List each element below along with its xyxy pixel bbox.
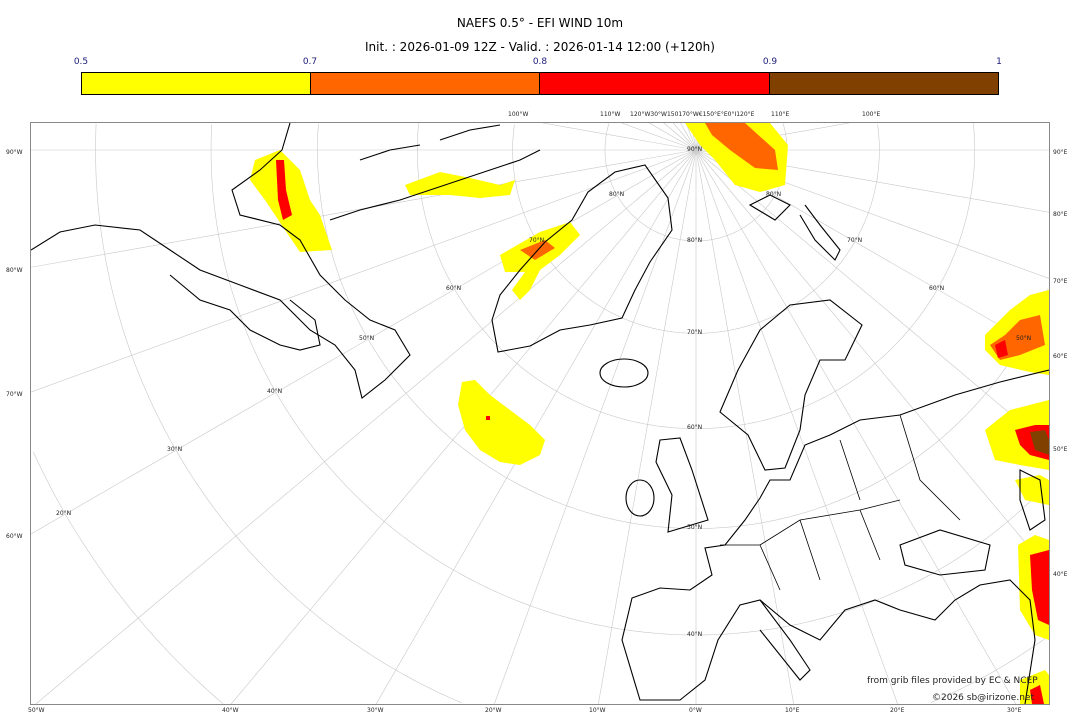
meridian-line: [685, 123, 697, 151]
map-title: NAEFS 0.5° - EFI WIND 10m: [456, 16, 624, 30]
meridian-line: [35, 149, 697, 704]
right-lon-label: 70°E: [1053, 278, 1068, 285]
graticule: [31, 123, 1049, 704]
left-lon-label: 70°W: [6, 391, 23, 398]
efi-shading: [250, 123, 1049, 704]
bottom-lon-label: 10°W: [589, 707, 606, 714]
parallel-circle: [973, 123, 976, 150]
meridian-line: [695, 149, 898, 704]
efi-area-baffin-red: [276, 160, 292, 220]
parallel-circle: [33, 451, 224, 704]
bottom-lon-label: 0°W: [689, 707, 702, 714]
efi-area-greenland: [500, 222, 580, 300]
meridian-line: [31, 149, 697, 393]
top-lon-label: 110°W: [600, 111, 621, 118]
colorbar-tick: 0.9: [762, 57, 778, 67]
parallel-circle: [210, 124, 1049, 636]
bottom-lon-label: 40°W: [222, 707, 239, 714]
coast-borders: [720, 414, 961, 591]
efi-area-caspian-brown: [1030, 430, 1049, 455]
top-lon-label: 110°E: [771, 111, 790, 118]
efi-area-ellesmere: [405, 172, 515, 198]
parallel-circle: [604, 123, 788, 242]
parallel-circle: [416, 123, 976, 430]
coast-arctic-islands: [329, 124, 541, 221]
meridian-line: [663, 123, 697, 151]
efi-area-levant-red: [1030, 550, 1049, 625]
meridian-line: [673, 123, 697, 151]
left-lon-label: 90°W: [6, 149, 23, 156]
parallel-circle: [930, 635, 1049, 703]
colorbar-tick: 0.7: [302, 57, 318, 67]
efi-area-atlantic: [458, 380, 545, 465]
meridian-line: [680, 123, 697, 151]
bottom-lon-label: 10°E: [785, 707, 800, 714]
meridian-line: [695, 149, 794, 704]
left-lon-label: 80°W: [6, 267, 23, 274]
colorbar-tick: 0.8: [532, 57, 548, 67]
coast-britain: [655, 437, 709, 533]
parallel-circle: [512, 124, 880, 334]
efi-area-pole-orange: [705, 123, 778, 170]
bottom-lon-label: 30°W: [367, 707, 384, 714]
coastlines: [31, 123, 1049, 704]
coast-novaya-zemlya: [799, 204, 841, 261]
right-lon-label: 90°E: [1053, 149, 1068, 156]
coast-europe: [621, 369, 1049, 704]
coast-iceland: [599, 358, 649, 388]
top-lon-label: 120°W30°W150170°W€150°E°E0°I120°E: [630, 111, 755, 118]
coast-ireland: [625, 479, 655, 517]
parallel-circle: [317, 123, 1049, 529]
meridian-line: [598, 149, 697, 704]
meridian-line: [695, 149, 1017, 704]
colorbar-tick: 0.5: [73, 57, 89, 67]
right-lon-label: 40°E: [1053, 571, 1068, 578]
bottom-lon-label: 50°W: [28, 707, 45, 714]
meridian-line: [375, 149, 697, 704]
meridian-line: [542, 123, 697, 151]
bottom-lon-label: 20°W: [485, 707, 502, 714]
parallel-circle: [95, 123, 462, 703]
right-lon-label: 50°E: [1053, 446, 1068, 453]
left-lon-label: 60°W: [6, 533, 23, 540]
coast-caspian: [1019, 469, 1046, 531]
right-lon-label: 80°E: [1053, 211, 1068, 218]
map-panel[interactable]: [30, 122, 1050, 705]
coast-scandinavia: [719, 299, 863, 471]
colorbar-bin-2: [310, 72, 540, 95]
bottom-lon-label: 20°E: [890, 707, 905, 714]
colorbar-bin-4: [769, 72, 999, 95]
meridian-line: [695, 149, 1049, 571]
efi-area-urals-red: [995, 340, 1008, 358]
meridian-line: [230, 149, 697, 704]
top-lon-label: 100°E: [862, 111, 881, 118]
meridian-line: [494, 149, 697, 704]
bottom-lon-label: 30°E: [1007, 707, 1022, 714]
meridian-line: [621, 123, 697, 151]
coast-hudson: [169, 274, 321, 351]
meridian-line: [31, 149, 697, 535]
coast-greenland: [491, 164, 673, 353]
colorbar-bin-3: [539, 72, 770, 95]
map-subtitle: Init. : 2026-01-09 12Z - Valid. : 2026-0…: [365, 40, 715, 54]
coast-black-sea: [899, 529, 991, 576]
parallel-circle: [877, 124, 880, 150]
right-lon-label: 60°E: [1053, 353, 1068, 360]
efi-area-egypt-red: [1030, 685, 1044, 704]
meridian-line: [695, 149, 1049, 447]
coast-italy: [759, 599, 811, 681]
coast-north-america: [31, 123, 411, 399]
coast-svalbard: [748, 194, 791, 221]
efi-cell: [486, 416, 490, 420]
colorbar-tick: 1: [996, 57, 1002, 67]
colorbar-bin-1: [81, 72, 311, 95]
top-lon-label: 100°W: [508, 111, 529, 118]
efi-area-baffin: [250, 150, 332, 252]
meridian-line: [649, 123, 697, 151]
